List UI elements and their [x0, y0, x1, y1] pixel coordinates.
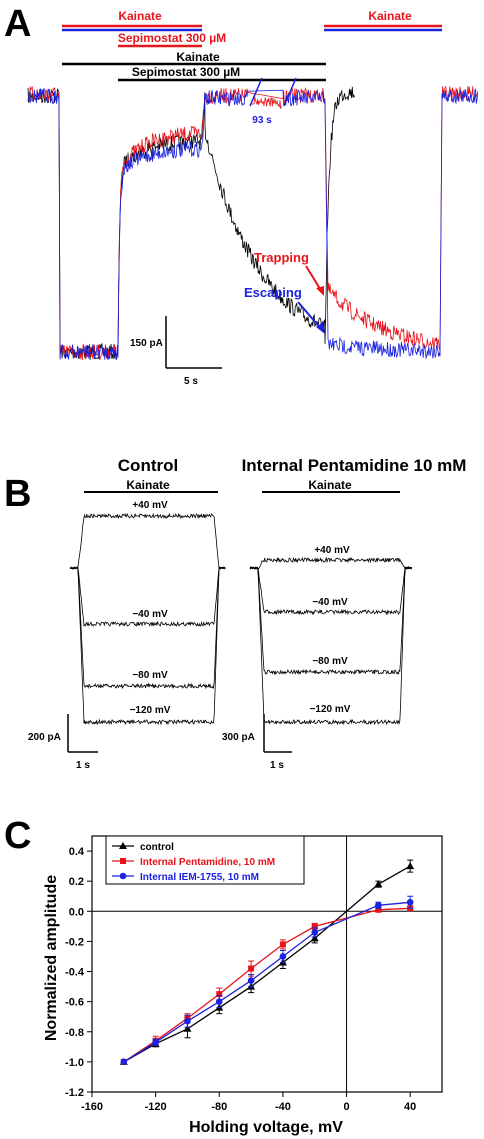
- pentamidine-title: Internal Pentamidine 10 mM: [242, 456, 467, 475]
- control-title: Control: [118, 456, 178, 475]
- data-point: [120, 1058, 128, 1066]
- left-scale-time: 1 s: [76, 760, 90, 771]
- x-tick-label: 0: [343, 1101, 349, 1113]
- left-scale-current: 200 pA: [28, 732, 61, 743]
- data-point: [215, 998, 223, 1005]
- legend-label: Internal Pentamidine, 10 mM: [140, 857, 275, 868]
- right-kainate-label: Kainate: [308, 478, 352, 492]
- data-point: [406, 862, 415, 870]
- data-point: [310, 934, 319, 942]
- data-point: [311, 923, 318, 930]
- red-gap-trace: [251, 96, 282, 109]
- y-tick-label: 0.4: [69, 846, 85, 858]
- data-point: [311, 929, 319, 936]
- x-tick-label: 40: [404, 1101, 416, 1113]
- legend-marker: [120, 858, 126, 864]
- blue-trace: [27, 87, 479, 361]
- right-current-trace-1: [249, 566, 413, 616]
- left-v-minus120: −120 mV: [130, 705, 171, 716]
- x-tick-label: -120: [145, 1101, 167, 1113]
- gap-marks: 93 s: [249, 77, 297, 126]
- x-tick-label: -40: [275, 1101, 291, 1113]
- right-current-trace-2: [249, 566, 412, 676]
- y-tick-label: -0.6: [65, 997, 84, 1009]
- data-point: [406, 898, 414, 906]
- y-tick-label: -1.0: [65, 1057, 84, 1069]
- red-trace: [27, 85, 479, 360]
- trapping-label: Trapping: [254, 250, 309, 265]
- left-v-plus40: +40 mV: [132, 500, 168, 511]
- left-v-minus40: −40 mV: [132, 609, 168, 620]
- panel-b-letter: B: [4, 473, 31, 515]
- gap-slash-2: [283, 77, 297, 107]
- x-axis-title: Holding voltage, mV: [189, 1119, 343, 1136]
- data-point: [375, 901, 382, 909]
- data-point: [152, 1039, 159, 1046]
- y-tick-label: -0.2: [65, 936, 84, 948]
- scale-current-label: 150 pA: [130, 338, 163, 349]
- y-tick-label: -0.8: [65, 1027, 84, 1039]
- iv-chart: -160 -120 -80 -40 0 40 -1.2 -1.0 -0.8 -0.6 -0.4 -0.…: [65, 835, 443, 1113]
- legend-label: control: [140, 842, 174, 853]
- panel-b-left-scale: 200 pA 1 s: [28, 714, 98, 771]
- right-scale-time: 1 s: [270, 760, 284, 771]
- right-v-minus80: −80 mV: [312, 656, 348, 667]
- left-current-trace-3: [69, 566, 226, 726]
- panel-a-scale-bar: 150 pA 5 s: [130, 316, 222, 387]
- data-point: [184, 1017, 191, 1025]
- right-v-plus40: +40 mV: [314, 545, 350, 556]
- gap-slash-1: [249, 77, 263, 107]
- right-v-minus120: −120 mV: [310, 704, 351, 715]
- legend-box: [105, 835, 305, 885]
- legend-marker: [119, 872, 127, 880]
- left-current-trace-2: [69, 566, 226, 690]
- left-v-minus80: −80 mV: [132, 670, 168, 681]
- escaping-label: Escaping: [244, 285, 302, 300]
- y-tick-label: 0.2: [69, 876, 84, 888]
- left-current-trace-0: [69, 512, 226, 570]
- right-scale-current: 300 pA: [222, 732, 255, 743]
- panel-a-traces: [27, 85, 479, 361]
- escaping-arrowhead: [316, 322, 325, 334]
- panel-a-letter: A: [4, 3, 31, 45]
- kainate-black-label: Kainate: [176, 50, 220, 64]
- kainate-label-2: Kainate: [368, 9, 412, 23]
- data-point: [183, 1024, 192, 1032]
- panel-b-traces: [69, 512, 413, 726]
- x-tick-label: -80: [211, 1101, 227, 1113]
- data-point: [374, 880, 383, 888]
- data-point: [216, 991, 223, 998]
- right-current-trace-3: [249, 566, 412, 726]
- scale-time-label: 5 s: [184, 376, 198, 387]
- sepimostat-red-label: Sepimostat 300 µM: [118, 31, 226, 45]
- panel-c-letter: C: [4, 815, 31, 857]
- data-point: [248, 965, 255, 972]
- legend-label: Internal IEM-1755, 10 mM: [140, 872, 259, 883]
- data-point: [375, 906, 382, 913]
- kainate-label-1: Kainate: [118, 9, 162, 23]
- data-point: [279, 941, 286, 948]
- y-axis-title: Normalized amplitude: [43, 875, 60, 1041]
- left-current-trace-1: [69, 565, 226, 627]
- data-point: [247, 977, 255, 984]
- x-tick-label: -160: [81, 1101, 103, 1113]
- trapping-arrowhead: [316, 286, 324, 296]
- left-kainate-label: Kainate: [126, 478, 170, 492]
- right-v-minus40: −40 mV: [312, 597, 348, 608]
- right-current-trace-0: [249, 556, 413, 571]
- panel-a-bars: Kainate Sepimostat 300 µM Kainate Sepimo…: [62, 9, 442, 82]
- sepimostat-black-label: Sepimostat 300 µM: [132, 65, 240, 79]
- escaping-arrow: [297, 301, 323, 331]
- y-tick-label: -0.4: [65, 967, 85, 979]
- gap-label: 93 s: [252, 115, 272, 126]
- y-tick-label: 0.0: [69, 906, 84, 918]
- data-point: [279, 953, 287, 960]
- y-tick-label: -1.2: [65, 1087, 84, 1099]
- panel-b-right-scale: 300 pA 1 s: [222, 714, 292, 771]
- legend-marker: [119, 842, 127, 849]
